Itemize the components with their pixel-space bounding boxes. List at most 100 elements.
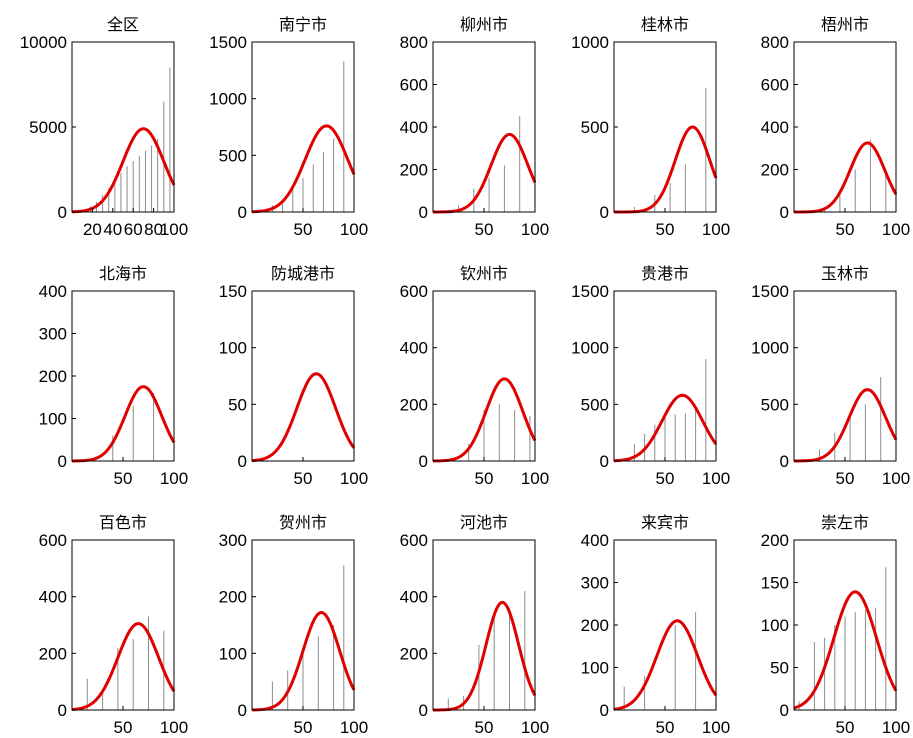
subplot-title: 来宾市 — [641, 513, 689, 532]
x-tick-label: 50 — [836, 469, 855, 488]
axes-box — [613, 539, 717, 711]
fit-curve — [793, 590, 898, 710]
fit-curve — [71, 622, 176, 712]
x-tick-label: 50 — [836, 718, 855, 737]
subplot-title: 柳州市 — [460, 15, 508, 34]
fit-curve — [614, 125, 718, 214]
y-tick-label: 1000 — [571, 33, 609, 52]
y-tick-label: 400 — [581, 531, 609, 550]
subplot: 玉林市 0 500 1000 1500 50 100 — [751, 264, 910, 488]
subplot-title: 钦州市 — [460, 264, 508, 283]
y-tick-label: 200 — [400, 644, 428, 663]
y-tick-label: 300 — [39, 325, 67, 344]
y-tick-label: 50 — [770, 659, 789, 678]
y-tick-label: 200 — [761, 161, 789, 180]
subplot: 贵港市 0 500 1000 1500 50 100 — [571, 264, 730, 488]
y-tick-label: 0 — [600, 452, 609, 471]
x-tick-label: 50 — [656, 718, 675, 737]
axes-box — [71, 290, 175, 462]
y-tick-label: 400 — [400, 339, 428, 358]
y-tick-label: 200 — [39, 644, 67, 663]
y-tick-label: 500 — [581, 395, 609, 414]
x-tick-label: 100 — [702, 469, 730, 488]
y-tick-label: 600 — [400, 282, 428, 301]
y-tick-label: 600 — [400, 76, 428, 95]
x-tick-label: 100 — [882, 718, 910, 737]
y-tick-label: 0 — [780, 452, 789, 471]
y-tick-label: 200 — [761, 531, 789, 550]
y-tick-label: 500 — [761, 395, 789, 414]
subplot-title: 玉林市 — [821, 264, 869, 283]
y-tick-label: 0 — [58, 452, 67, 471]
y-tick-label: 0 — [238, 452, 247, 471]
x-tick-label: 50 — [836, 220, 855, 239]
subplot: 崇左市 0 50 100 150 200 50 100 — [761, 513, 911, 737]
y-tick-label: 100 — [219, 644, 247, 663]
x-tick-label: 60 — [124, 220, 143, 239]
y-tick-label: 150 — [761, 574, 789, 593]
y-tick-label: 100 — [39, 410, 67, 429]
y-tick-label: 1500 — [751, 282, 789, 301]
y-tick-label: 400 — [761, 118, 789, 137]
subplot-title: 贵港市 — [641, 264, 689, 283]
y-tick-label: 200 — [400, 161, 428, 180]
x-tick-label: 50 — [475, 220, 494, 239]
subplot: 梧州市 0 200 400 600 800 50 100 — [761, 15, 911, 239]
y-tick-label: 1000 — [209, 90, 247, 109]
x-tick-label: 50 — [656, 469, 675, 488]
y-tick-label: 600 — [400, 531, 428, 550]
x-tick-label: 40 — [103, 220, 122, 239]
x-tick-label: 100 — [702, 220, 730, 239]
x-tick-label: 80 — [144, 220, 163, 239]
fit-curve — [793, 388, 898, 463]
y-tick-label: 1000 — [571, 339, 609, 358]
x-tick-label: 50 — [475, 718, 494, 737]
subplot-title: 北海市 — [99, 264, 147, 283]
subplot-title: 梧州市 — [821, 15, 869, 34]
y-tick-label: 0 — [600, 203, 609, 222]
y-tick-label: 500 — [219, 146, 247, 165]
y-tick-label: 0 — [780, 203, 789, 222]
fit-curve — [71, 127, 176, 214]
x-tick-label: 100 — [521, 220, 549, 239]
x-tick-label: 50 — [294, 220, 313, 239]
y-tick-label: 400 — [400, 588, 428, 607]
fit-curve — [613, 619, 718, 711]
subplot-title: 南宁市 — [279, 15, 327, 34]
subplot: 来宾市 0 100 200 300 400 50 100 — [581, 513, 731, 737]
y-tick-label: 200 — [39, 367, 67, 386]
y-tick-label: 100 — [761, 616, 789, 635]
subplot: 百色市 0 200 400 600 50 100 — [39, 513, 189, 737]
x-tick-label: 50 — [294, 718, 313, 737]
y-tick-label: 500 — [581, 118, 609, 137]
y-tick-label: 5000 — [29, 118, 67, 137]
subplot-title: 百色市 — [99, 513, 147, 532]
fit-curve — [432, 600, 537, 712]
fit-curve — [251, 372, 356, 463]
x-tick-label: 50 — [114, 718, 133, 737]
y-tick-label: 600 — [39, 531, 67, 550]
y-tick-label: 1000 — [751, 339, 789, 358]
y-tick-label: 0 — [419, 203, 428, 222]
x-tick-label: 100 — [160, 220, 188, 239]
y-tick-label: 200 — [581, 616, 609, 635]
x-tick-label: 100 — [340, 220, 368, 239]
axes-box — [793, 41, 897, 213]
y-tick-label: 200 — [219, 588, 247, 607]
x-tick-label: 50 — [475, 469, 494, 488]
y-tick-label: 800 — [761, 33, 789, 52]
x-tick-label: 100 — [340, 469, 368, 488]
subplot: 南宁市 0 500 1000 1500 50 100 — [209, 15, 368, 239]
y-tick-label: 100 — [219, 339, 247, 358]
y-tick-label: 50 — [228, 395, 247, 414]
subplot: 河池市 0 200 400 600 50 100 — [400, 513, 550, 737]
subplot-title: 崇左市 — [821, 513, 869, 532]
y-tick-label: 1500 — [571, 282, 609, 301]
subplot: 柳州市 0 200 400 600 800 50 100 — [400, 15, 550, 239]
x-tick-label: 100 — [521, 469, 549, 488]
fit-curve — [613, 393, 718, 463]
subplot-title: 全区 — [107, 15, 139, 34]
y-tick-label: 0 — [238, 701, 247, 720]
fit-curve — [71, 385, 176, 463]
